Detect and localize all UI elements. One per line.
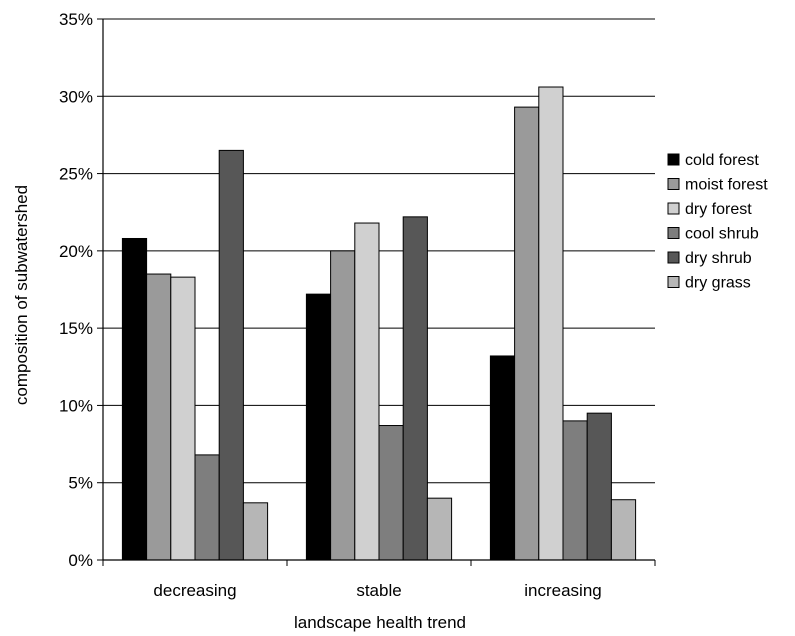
bar-cold-forest-stable bbox=[305, 293, 332, 561]
x-tick-label: decreasing bbox=[153, 581, 236, 600]
legend-swatch bbox=[667, 178, 680, 190]
bar-dry-forest-increasing bbox=[538, 86, 564, 561]
y-tick-label: 5% bbox=[68, 474, 93, 493]
bar-dry-shrub-stable bbox=[402, 216, 428, 561]
legend-swatch bbox=[667, 227, 680, 239]
y-tick-label: 20% bbox=[59, 242, 93, 261]
x-tick-label: stable bbox=[356, 581, 401, 600]
legend-label: dry shrub bbox=[685, 250, 752, 267]
y-axis-title: composition of subwatershed bbox=[12, 185, 31, 405]
x-tick-labels: decreasing stable increasing bbox=[153, 581, 601, 600]
bars bbox=[121, 86, 637, 561]
x-axis-title: landscape health trend bbox=[294, 613, 466, 632]
bar-cold-forest-increasing bbox=[489, 355, 516, 561]
x-tick-label: increasing bbox=[524, 581, 602, 600]
legend-swatch bbox=[667, 276, 680, 288]
y-tick-label: 25% bbox=[59, 165, 93, 184]
bar-dry-grass-decreasing bbox=[242, 502, 269, 561]
y-tick-label: 0% bbox=[68, 551, 93, 570]
bar-dry-forest-stable bbox=[354, 222, 380, 561]
y-tick-labels: 0% 5% 10% 15% 20% 25% 30% 35% bbox=[59, 10, 93, 570]
bar-cool-shrub-increasing bbox=[562, 420, 588, 561]
bar-dry-shrub-decreasing bbox=[218, 149, 244, 561]
legend: cold forest moist forest dry forest cool sh… bbox=[667, 152, 768, 292]
legend-label: dry forest bbox=[685, 201, 752, 218]
bar-moist-forest-decreasing bbox=[146, 273, 172, 561]
legend-label: cool shrub bbox=[685, 226, 759, 243]
y-tick-label: 35% bbox=[59, 10, 93, 29]
bar-cool-shrub-decreasing bbox=[194, 454, 220, 561]
legend-label: moist forest bbox=[685, 177, 768, 194]
bar-dry-grass-increasing bbox=[610, 499, 637, 561]
y-tick-label: 15% bbox=[59, 319, 93, 338]
legend-label: cold forest bbox=[685, 152, 759, 169]
y-tick-label: 30% bbox=[59, 87, 93, 106]
legend-swatch bbox=[667, 251, 680, 264]
bar-moist-forest-increasing bbox=[514, 106, 540, 561]
bar-cold-forest-decreasing bbox=[121, 237, 148, 561]
bar-dry-grass-stable bbox=[426, 497, 453, 561]
bar-dry-shrub-increasing bbox=[586, 412, 612, 561]
bar-dry-forest-decreasing bbox=[170, 276, 196, 561]
y-tick-label: 10% bbox=[59, 396, 93, 415]
legend-swatch bbox=[667, 153, 680, 166]
bar-moist-forest-stable bbox=[330, 250, 356, 561]
legend-label: dry grass bbox=[685, 275, 751, 292]
legend-swatch bbox=[667, 202, 680, 215]
bar-cool-shrub-stable bbox=[378, 425, 404, 561]
axes bbox=[97, 18, 656, 566]
